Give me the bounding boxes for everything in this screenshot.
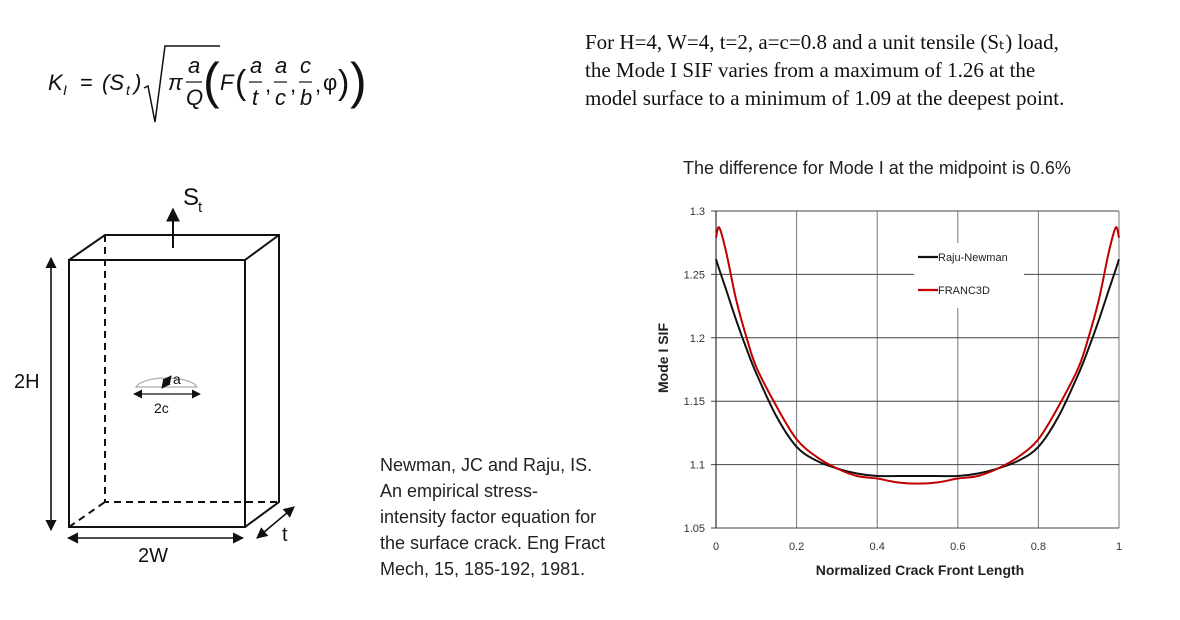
- citation-line: An empirical stress-: [380, 481, 539, 501]
- y-tick-label: 1.25: [684, 269, 705, 281]
- y-tick-label: 1.1: [690, 460, 705, 472]
- citation-line: intensity factor equation for: [380, 507, 597, 527]
- x-axis-label: Normalized Crack Front Length: [816, 562, 1024, 578]
- x-tick-label: 0.2: [789, 541, 804, 553]
- svg-text:,: ,: [265, 72, 271, 97]
- arg1-den: t: [252, 85, 259, 110]
- specimen-diagram: S t 2H 2W t a 2c: [14, 184, 295, 567]
- crack-length-label: 2c: [154, 400, 169, 416]
- load-sub: t: [198, 199, 203, 216]
- summary-line: For H=4, W=4, t=2, a=c=0.8 and a unit te…: [585, 30, 1059, 54]
- result-summary: For H=4, W=4, t=2, a=c=0.8 and a unit te…: [585, 28, 1064, 112]
- svg-text:): ): [338, 64, 349, 102]
- thickness-arrow: [256, 506, 295, 539]
- legend-label-raju-newman: Raju-Newman: [938, 252, 1008, 264]
- legend-box: [914, 243, 1024, 308]
- svg-text:): ): [350, 53, 367, 109]
- arg2-num: a: [275, 53, 287, 78]
- arg1-num: a: [250, 53, 262, 78]
- height-label: 2H: [14, 371, 40, 393]
- front-face: [68, 259, 246, 528]
- formula-num: a: [188, 53, 200, 78]
- formula-load-close: ): [131, 70, 141, 95]
- reference-citation: Newman, JC and Raju, IS. An empirical st…: [380, 452, 605, 582]
- citation-line: Newman, JC and Raju, IS.: [380, 455, 593, 475]
- x-tick-label: 0: [713, 541, 719, 553]
- arg2-den: c: [275, 85, 286, 110]
- y-tick-label: 1.2: [690, 333, 705, 345]
- chart-title: The difference for Mode I at the midpoin…: [683, 158, 1071, 178]
- y-axis-label: Mode I SIF: [655, 323, 671, 393]
- svg-text:(: (: [203, 53, 220, 109]
- sif-formula: K I = (S t ) π a Q ( F ( a t , a c , c b…: [48, 45, 367, 123]
- y-tick-label: 1.3: [690, 206, 705, 218]
- thickness-label: t: [282, 524, 288, 546]
- svg-text:,: ,: [315, 72, 321, 97]
- load-label: S: [183, 184, 199, 211]
- arg3-den: b: [300, 85, 312, 110]
- legend-label-franc3d: FRANC3D: [938, 285, 990, 297]
- depth-arrow: [161, 375, 172, 389]
- x-tick-label: 1: [1116, 541, 1122, 553]
- formula-k-sub: I: [63, 82, 67, 98]
- formula-den: Q: [186, 85, 203, 110]
- svg-text:(: (: [235, 64, 247, 102]
- summary-line: the Mode I SIF varies from a maximum of …: [585, 58, 1036, 82]
- formula-F: F: [220, 70, 235, 95]
- formula-k: K: [48, 70, 64, 95]
- hidden-edges: [104, 235, 279, 503]
- x-tick-label: 0.4: [870, 541, 885, 553]
- formula-load: (S: [102, 70, 124, 95]
- formula-phi: φ: [323, 70, 337, 95]
- formula-equals: =: [80, 70, 93, 95]
- y-tick-label: 1.15: [684, 396, 705, 408]
- citation-line: the surface crack. Eng Fract: [380, 533, 606, 553]
- width-label: 2W: [138, 545, 168, 567]
- formula-load-sub: t: [126, 82, 131, 98]
- series-line-franc3d: [715, 226, 1120, 485]
- chart-ticks: 0 0.2 0.4 0.6 0.8 1 1.05 1.1 1.15 1.2 1.25 1.3: [684, 206, 1122, 553]
- sqrt-sign: [143, 45, 220, 123]
- citation-line: Mech, 15, 185-192, 1981.: [380, 559, 586, 579]
- legend: Raju-Newman FRANC3D: [918, 252, 1008, 297]
- x-tick-label: 0.8: [1031, 541, 1046, 553]
- svg-text:,: ,: [290, 72, 296, 97]
- series-line-raju-newman: [715, 258, 1120, 478]
- chart-series: [715, 226, 1120, 485]
- formula-pi: π: [168, 70, 184, 95]
- depth-label: a: [173, 371, 181, 387]
- arg3-num: c: [300, 53, 311, 78]
- y-tick-label: 1.05: [684, 523, 705, 535]
- x-tick-label: 0.6: [950, 541, 965, 553]
- summary-line: model surface to a minimum of 1.09 at th…: [585, 86, 1065, 110]
